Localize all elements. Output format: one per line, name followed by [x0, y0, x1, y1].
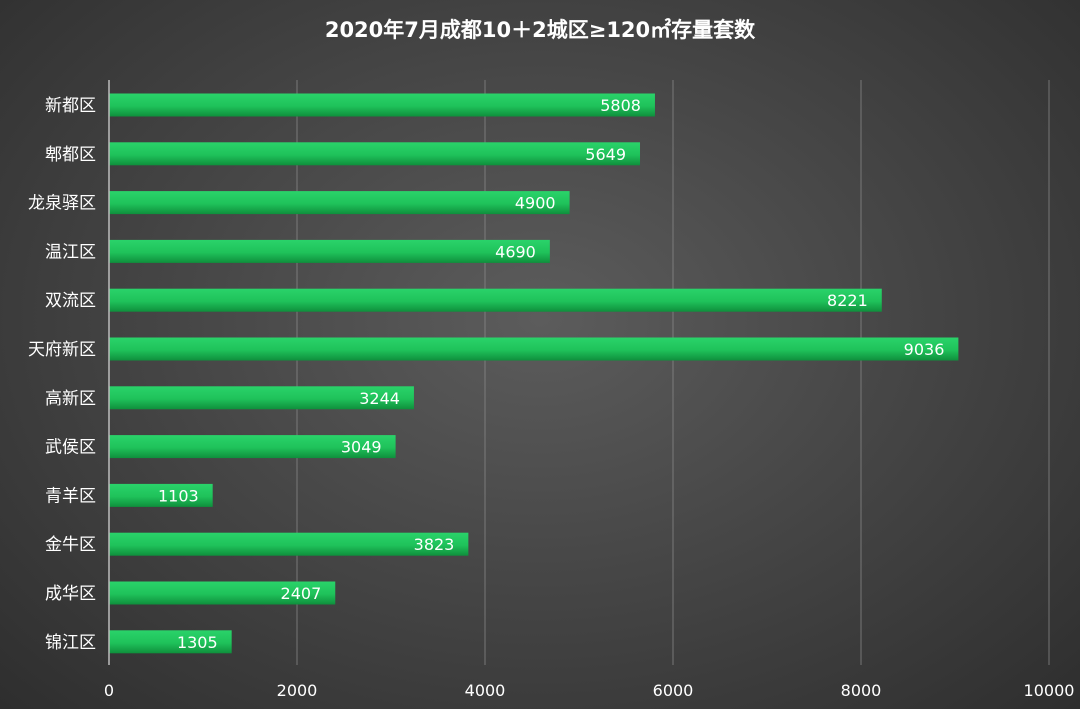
bar-value-label-3: 4900	[515, 194, 556, 213]
bar-value-label-4: 4690	[495, 242, 536, 261]
category-label-12: 锦江区	[45, 633, 96, 653]
category-label-10: 金牛区	[45, 535, 96, 555]
bar-5	[109, 288, 882, 312]
category-label-2: 郫都区	[45, 145, 96, 165]
category-label-11: 成华区	[45, 584, 96, 604]
chart-title: 2020年7月成都10＋2城区≥120㎡存量套数	[325, 18, 756, 42]
bar-2	[109, 142, 641, 166]
bar-value-label-10: 3823	[414, 535, 455, 554]
bar-value-label-6: 9036	[904, 340, 945, 359]
x-tick-label-8000: 8000	[841, 681, 882, 700]
bar-value-label-8: 3049	[341, 438, 382, 457]
category-label-7: 高新区	[45, 389, 96, 409]
bar-11	[109, 581, 336, 605]
bar-value-label-1: 5808	[600, 96, 641, 115]
bar-value-label-9: 1103	[158, 486, 199, 505]
category-label-9: 青羊区	[45, 486, 96, 506]
category-label-8: 武侯区	[45, 438, 96, 458]
bar-8	[109, 435, 396, 459]
bar-value-label-5: 8221	[827, 291, 868, 310]
x-axis-tick-labels: 0 2000 4000 6000 8000 10000	[104, 681, 1075, 700]
bar-value-label-2: 5649	[585, 145, 626, 164]
x-tick-label-0: 0	[104, 681, 114, 700]
bar-7	[109, 386, 414, 410]
x-tick-label-6000: 6000	[653, 681, 694, 700]
x-tick-label-10000: 10000	[1024, 681, 1075, 700]
category-label-5: 双流区	[45, 291, 96, 311]
bar-value-label-7: 3244	[359, 389, 400, 408]
category-label-1: 新都区	[45, 96, 96, 116]
grid-lines	[296, 80, 1050, 665]
x-tick-label-4000: 4000	[465, 681, 506, 700]
category-label-3: 龙泉驿区	[28, 194, 96, 214]
bar-3	[109, 191, 570, 215]
bar-12	[109, 630, 232, 654]
bar-6	[109, 337, 959, 361]
bars: 5808 5649 4900 4690 8221 9036 3244 3049 1103 3823…	[109, 93, 959, 654]
category-label-6: 天府新区	[28, 340, 96, 360]
bar-4	[109, 239, 550, 263]
bar-10	[109, 532, 469, 556]
category-label-4: 温江区	[45, 242, 96, 262]
bar-9	[109, 483, 213, 507]
bar-value-label-12: 1305	[177, 633, 218, 652]
x-tick-label-2000: 2000	[277, 681, 318, 700]
bar-value-label-11: 2407	[281, 584, 322, 603]
bar-1	[109, 93, 655, 117]
